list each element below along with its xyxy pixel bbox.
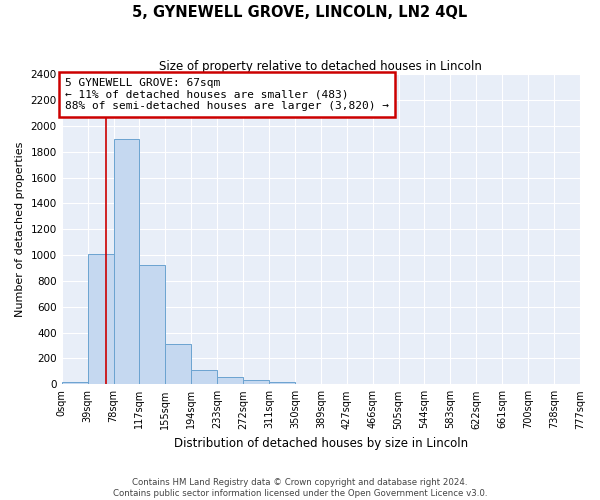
Bar xyxy=(243,380,269,384)
Bar xyxy=(139,266,166,384)
Title: Size of property relative to detached houses in Lincoln: Size of property relative to detached ho… xyxy=(160,60,482,73)
Bar xyxy=(191,370,217,384)
Text: Contains HM Land Registry data © Crown copyright and database right 2024.
Contai: Contains HM Land Registry data © Crown c… xyxy=(113,478,487,498)
Bar xyxy=(88,254,113,384)
Bar xyxy=(113,139,139,384)
Y-axis label: Number of detached properties: Number of detached properties xyxy=(15,142,25,317)
X-axis label: Distribution of detached houses by size in Lincoln: Distribution of detached houses by size … xyxy=(174,437,468,450)
Bar xyxy=(62,382,88,384)
Text: 5 GYNEWELL GROVE: 67sqm
← 11% of detached houses are smaller (483)
88% of semi-d: 5 GYNEWELL GROVE: 67sqm ← 11% of detache… xyxy=(65,78,389,111)
Bar xyxy=(217,377,243,384)
Bar xyxy=(166,344,191,384)
Text: 5, GYNEWELL GROVE, LINCOLN, LN2 4QL: 5, GYNEWELL GROVE, LINCOLN, LN2 4QL xyxy=(133,5,467,20)
Bar xyxy=(269,382,295,384)
